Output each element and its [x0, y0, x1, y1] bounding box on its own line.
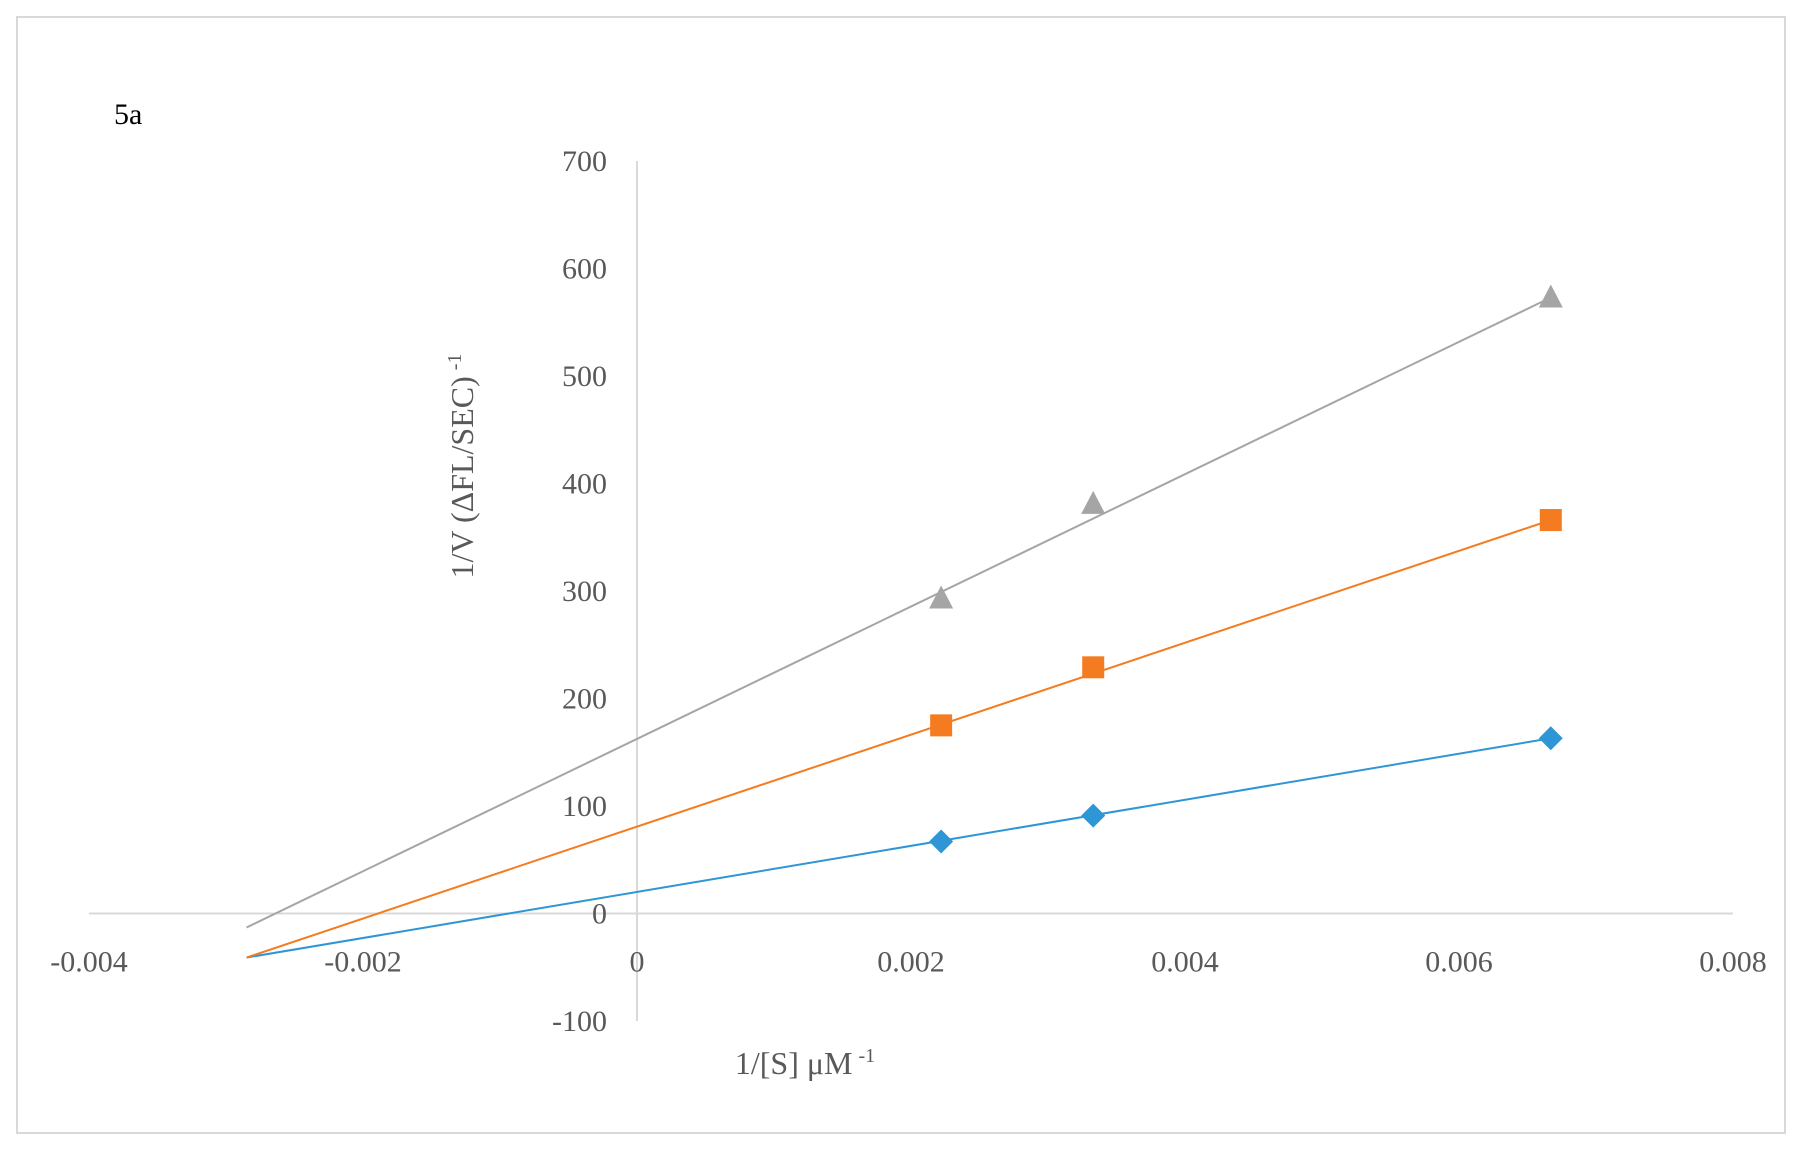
x-tick-label: -0.002: [324, 946, 402, 979]
diamond-marker: [1081, 803, 1106, 828]
square-marker: [1082, 656, 1105, 679]
axes: [89, 161, 1733, 1021]
lineweaver-burk-plot: 5a -0.004 -0.002 0 0.002 0.004 0.006 0.008 -10…: [50, 98, 1767, 1081]
y-tick-label: 600: [562, 253, 607, 286]
y-tick-label: 500: [562, 360, 607, 393]
y-tick-label: 300: [562, 575, 607, 608]
y-tick-label: 0: [592, 898, 607, 931]
trendline-2: [246, 519, 1552, 959]
trendlines: [246, 296, 1552, 959]
square-marker: [1539, 509, 1562, 532]
chart-frame: 5a -0.004 -0.002 0 0.002 0.004 0.006 0.008 -10…: [16, 16, 1786, 1134]
y-tick-label: 200: [562, 683, 607, 716]
x-tick-labels: -0.004 -0.002 0 0.002 0.004 0.006 0.008: [50, 946, 1767, 979]
y-tick-label: 700: [562, 145, 607, 178]
triangle-marker: [1081, 490, 1106, 514]
y-axis-title-text: 1/V (ΔFL/SEC): [444, 376, 480, 578]
x-tick-label: -0.004: [50, 946, 128, 979]
x-axis-title-text: 1/[S] μM: [735, 1045, 853, 1081]
data-markers: [929, 284, 1563, 854]
y-tick-label: 400: [562, 468, 607, 501]
y-tick-label: -100: [552, 1005, 607, 1038]
y-axis-title-sup: -1: [444, 354, 466, 371]
y-tick-labels: -100 0 100 200 300 400 500 600 700: [552, 145, 607, 1038]
y-axis-title: 1/V (ΔFL/SEC) -1: [444, 354, 480, 579]
x-tick-label: 0: [630, 946, 645, 979]
square-marker: [930, 714, 953, 737]
trendline-3: [246, 296, 1552, 929]
trendline-1: [246, 737, 1551, 959]
triangle-marker: [929, 585, 954, 609]
diamond-marker: [1538, 726, 1563, 751]
x-tick-label: 0.006: [1425, 946, 1493, 979]
panel-label: 5a: [114, 98, 142, 131]
x-tick-label: 0.008: [1699, 946, 1767, 979]
y-tick-label: 100: [562, 790, 607, 823]
x-axis-title-sup: -1: [858, 1045, 875, 1067]
x-tick-label: 0.004: [1151, 946, 1219, 979]
diamond-marker: [929, 829, 954, 854]
x-axis-title: 1/[S] μM -1: [735, 1045, 875, 1081]
x-tick-label: 0.002: [877, 946, 945, 979]
triangle-marker: [1538, 284, 1563, 308]
